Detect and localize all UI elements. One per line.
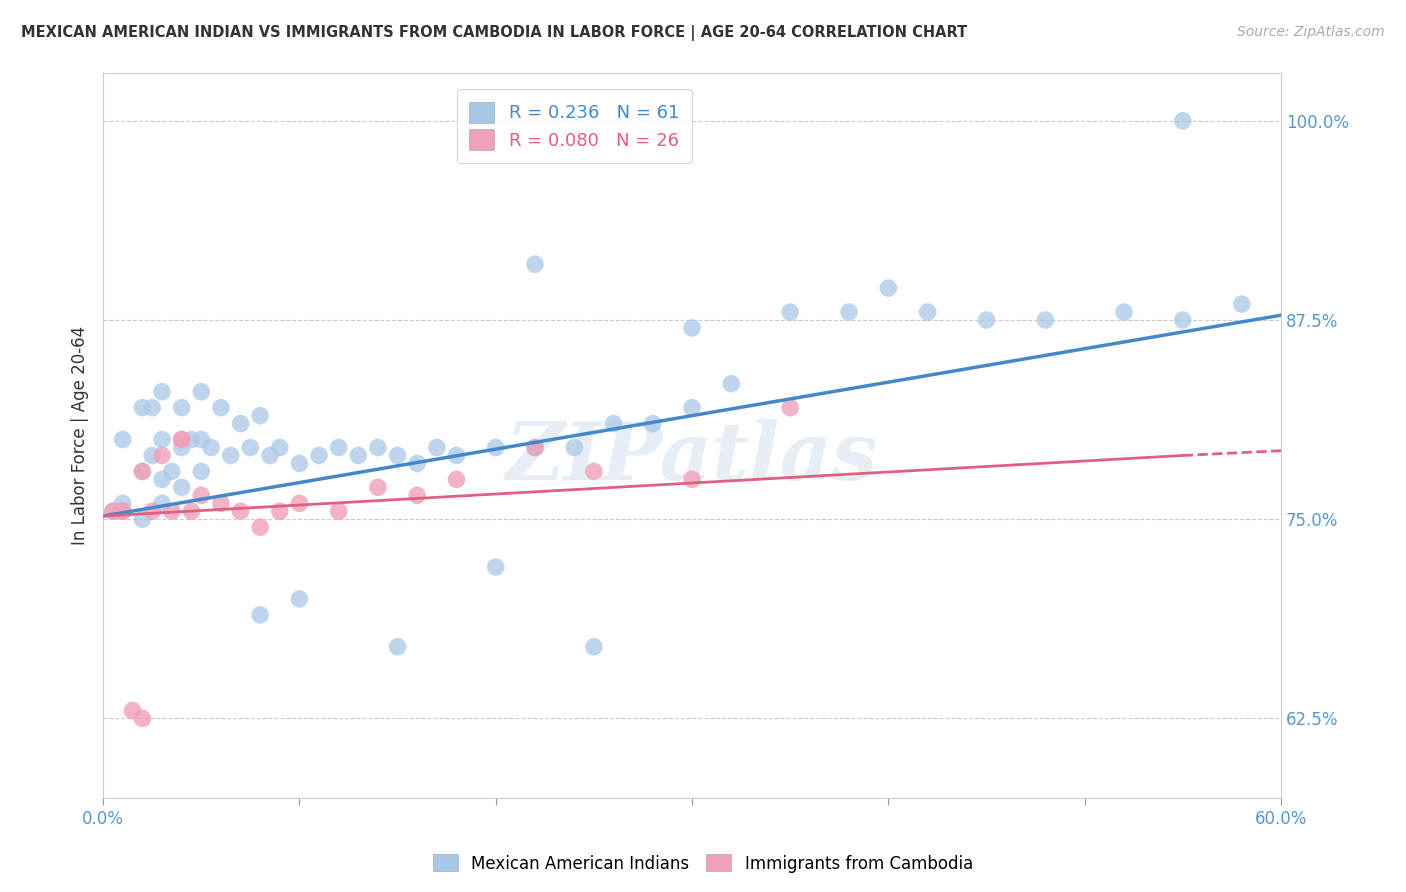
Point (170, 433, 193, 447)
Text: ZIPatlas: ZIPatlas (506, 418, 879, 496)
Point (446, 449, 468, 463)
Point (190, 433, 212, 447)
Point (101, 504, 124, 518)
Point (1230, 297, 1253, 311)
Point (1035, 313, 1057, 327)
Point (681, 321, 703, 335)
Point (347, 449, 370, 463)
Point (141, 401, 163, 415)
Legend: R = 0.236   N = 61, R = 0.080   N = 26: R = 0.236 N = 61, R = 0.080 N = 26 (457, 89, 692, 162)
Point (524, 441, 547, 455)
Point (131, 512, 153, 526)
Point (101, 504, 124, 518)
Point (485, 560, 508, 574)
Point (406, 457, 429, 471)
Point (190, 384, 212, 399)
Point (602, 417, 624, 431)
Point (249, 607, 271, 622)
Point (121, 704, 143, 718)
Point (209, 401, 232, 415)
Point (917, 305, 939, 319)
Point (229, 417, 252, 431)
Point (141, 449, 163, 463)
Point (269, 441, 291, 455)
Point (1171, 313, 1194, 327)
Point (779, 401, 801, 415)
Point (111, 504, 134, 518)
Point (160, 464, 183, 478)
Point (582, 464, 605, 478)
Point (249, 520, 271, 534)
Point (328, 441, 350, 455)
Point (1171, 113, 1194, 128)
Point (150, 449, 173, 463)
Point (131, 711, 153, 725)
Point (259, 449, 281, 463)
Point (681, 472, 703, 486)
Text: MEXICAN AMERICAN INDIAN VS IMMIGRANTS FROM CAMBODIA IN LABOR FORCE | AGE 20-64 C: MEXICAN AMERICAN INDIAN VS IMMIGRANTS FR… (21, 25, 967, 41)
Point (720, 376, 742, 391)
Point (288, 496, 311, 510)
Point (150, 433, 173, 447)
Point (170, 401, 193, 415)
Point (190, 488, 212, 502)
Point (288, 591, 311, 606)
Y-axis label: In Labor Force | Age 20-64: In Labor Force | Age 20-64 (72, 326, 89, 545)
Point (131, 464, 153, 478)
Point (200, 441, 222, 455)
Point (328, 504, 350, 518)
Point (239, 441, 262, 455)
Point (367, 480, 389, 494)
Point (209, 496, 232, 510)
Point (180, 433, 202, 447)
Point (150, 472, 173, 486)
Point (131, 464, 153, 478)
Point (446, 472, 468, 486)
Point (779, 305, 801, 319)
Point (131, 401, 153, 415)
Point (170, 441, 193, 455)
Point (367, 441, 389, 455)
Point (180, 504, 202, 518)
Point (681, 401, 703, 415)
Point (426, 441, 449, 455)
Point (976, 313, 998, 327)
Point (308, 449, 330, 463)
Point (524, 257, 547, 271)
Point (190, 464, 212, 478)
Point (150, 384, 173, 399)
Point (229, 504, 252, 518)
Point (249, 409, 271, 423)
Point (562, 441, 585, 455)
Point (219, 449, 242, 463)
Point (406, 488, 429, 502)
Point (111, 433, 134, 447)
Point (150, 496, 173, 510)
Point (111, 504, 134, 518)
Legend: Mexican American Indians, Immigrants from Cambodia: Mexican American Indians, Immigrants fro… (426, 847, 980, 880)
Point (170, 433, 193, 447)
Text: Source: ZipAtlas.com: Source: ZipAtlas.com (1237, 25, 1385, 39)
Point (160, 504, 183, 518)
Point (877, 281, 900, 295)
Point (1112, 305, 1135, 319)
Point (141, 504, 163, 518)
Point (582, 640, 605, 654)
Point (838, 305, 860, 319)
Point (288, 457, 311, 471)
Point (387, 449, 409, 463)
Point (641, 417, 664, 431)
Point (170, 480, 193, 494)
Point (524, 441, 547, 455)
Point (485, 441, 508, 455)
Point (269, 504, 291, 518)
Point (111, 496, 134, 510)
Point (387, 640, 409, 654)
